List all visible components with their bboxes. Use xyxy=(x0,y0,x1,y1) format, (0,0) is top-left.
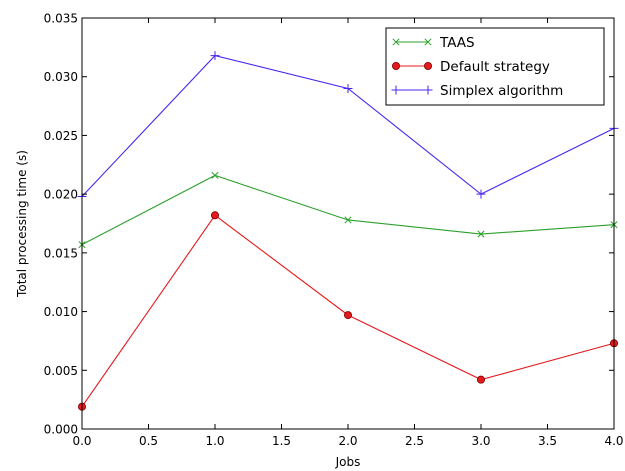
y-tick-label: 0.020 xyxy=(44,188,78,202)
legend-marker-simplex-algorithm-end xyxy=(423,85,433,95)
legend-label-taas: TAAS xyxy=(439,35,475,51)
legend-label-default-strategy: Default strategy xyxy=(440,59,550,75)
legend-label-simplex-algorithm: Simplex algorithm xyxy=(440,83,563,99)
x-tick-label: 1.0 xyxy=(205,434,224,448)
y-tick-label: 0.015 xyxy=(44,246,78,260)
x-axis-label: Jobs xyxy=(335,455,361,469)
data-point-default-strategy-3 xyxy=(476,375,485,384)
x-tick-label: 1.5 xyxy=(272,434,291,448)
x-tick-label: 3.5 xyxy=(538,434,557,448)
data-point-taas-2 xyxy=(344,216,352,224)
series-layer xyxy=(77,51,619,411)
y-axis-label: Total processing time (s) xyxy=(15,150,29,298)
ticks-layer: 0.0 0.5 1.0 1.5 2.0 2.5 3.0 3.5 4.0 0.000 0.005 0.0… xyxy=(44,12,624,449)
data-point-default-strategy-2 xyxy=(343,311,352,320)
legend-marker-taas-start xyxy=(392,38,400,46)
y-tick-label: 0.025 xyxy=(44,129,78,143)
data-point-default-strategy-1 xyxy=(210,211,219,220)
legend: TAAS Default strategy Simplex algorithm xyxy=(385,27,605,106)
y-tick-label: 0.035 xyxy=(44,12,78,26)
series-line-default-strategy xyxy=(81,214,615,408)
x-tick-label: 2.0 xyxy=(338,434,357,448)
series-line-taas xyxy=(81,174,615,246)
legend-marker-default-strategy-end xyxy=(423,62,432,71)
y-tick-label: 0.030 xyxy=(44,70,78,84)
data-point-taas-3 xyxy=(477,230,485,238)
y-tick-label: 0.005 xyxy=(44,364,78,378)
legend-marker-taas-end xyxy=(424,38,432,46)
legend-marker-simplex-algorithm-start xyxy=(391,85,401,95)
data-point-simplex-algorithm-1 xyxy=(210,51,220,61)
x-tick-label: 3.0 xyxy=(471,434,490,448)
x-tick-label: 2.5 xyxy=(405,434,424,448)
legend-marker-default-strategy-start xyxy=(391,62,400,71)
x-tick-label: 0.5 xyxy=(139,434,158,448)
y-tick-label: 0.010 xyxy=(44,305,78,319)
x-tick-label: 4.0 xyxy=(604,434,623,448)
data-point-taas-1 xyxy=(211,171,219,179)
y-tick-label: 0.000 xyxy=(44,423,78,437)
x-tick-label: 0.0 xyxy=(72,434,91,448)
data-point-simplex-algorithm-2 xyxy=(343,83,353,93)
data-point-simplex-algorithm-3 xyxy=(476,189,486,199)
